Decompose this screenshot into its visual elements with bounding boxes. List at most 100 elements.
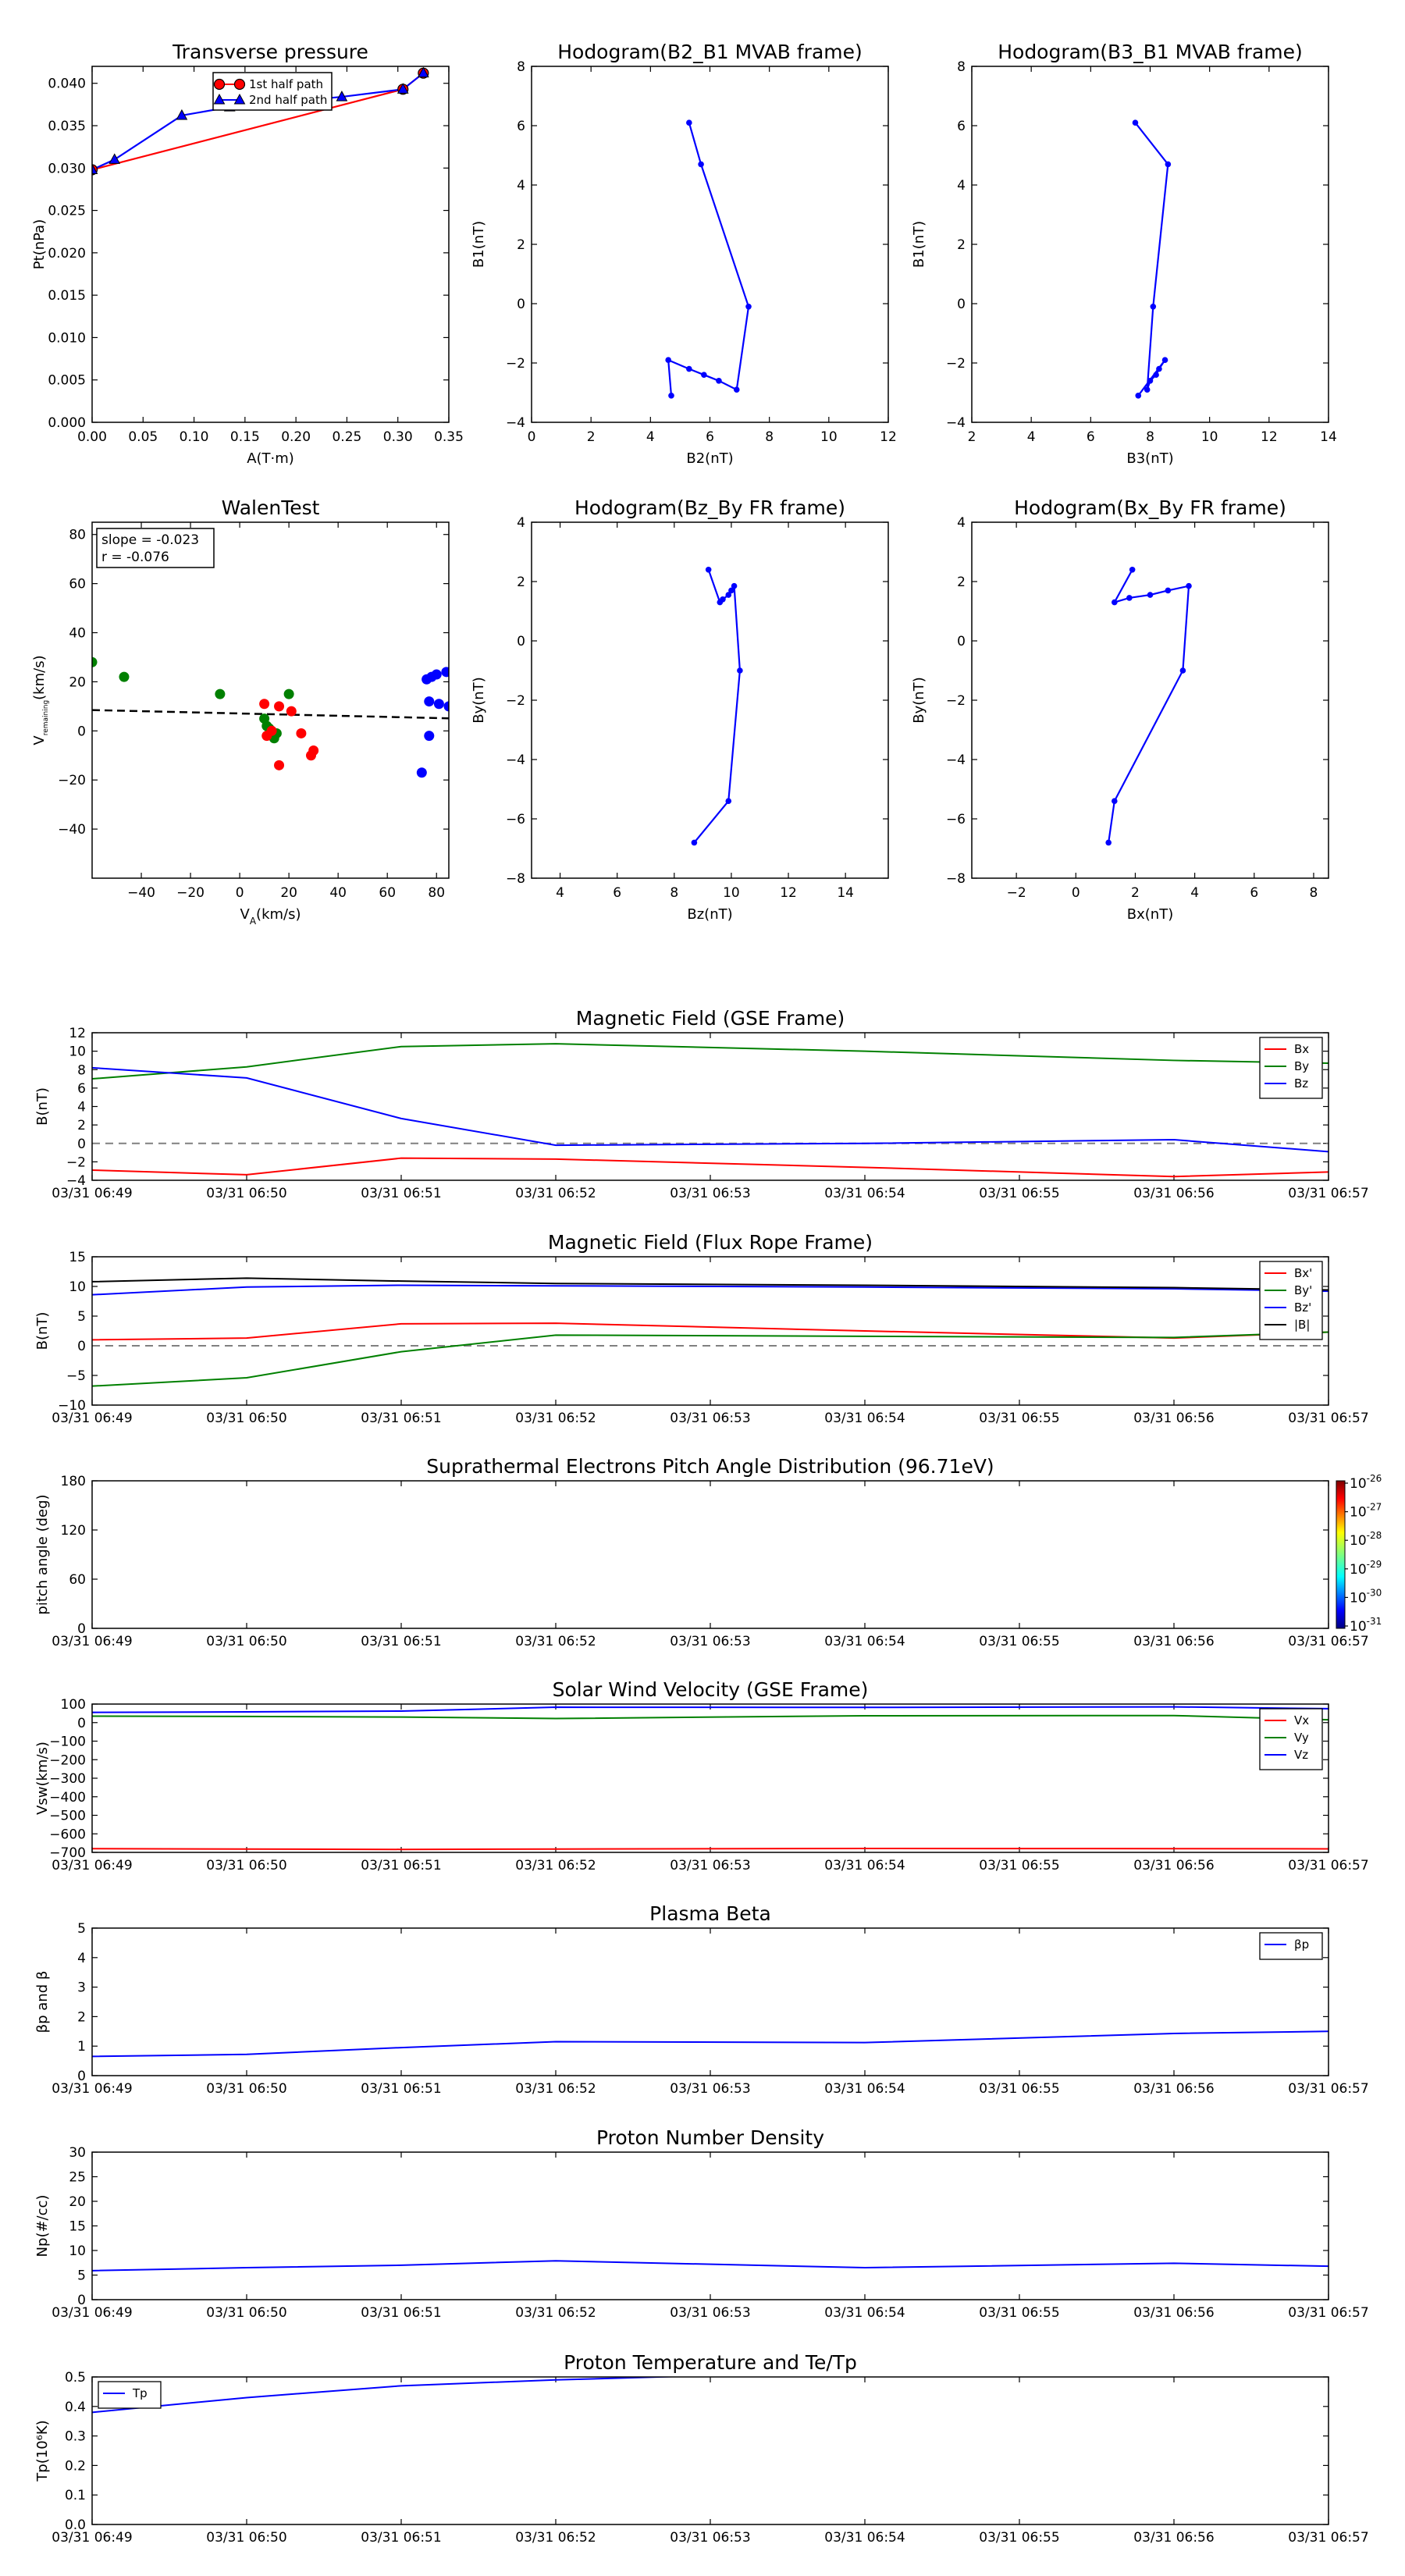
x-tick-label: 03/31 06:54 [824,1634,905,1649]
x-tick-label: 03/31 06:49 [52,2305,132,2321]
x-tick-label: 03/31 06:57 [1288,1858,1368,1873]
chart-walen: WalenTest −40 −20 0 20 40 60 80 −40 −20 0 20 40 60 80 V… [31,496,450,927]
x-tick-label: 03/31 06:55 [979,1411,1059,1426]
x-tick-label: 8 [670,885,678,901]
x-tick-label: 03/31 06:49 [52,1186,132,1201]
y-tick-label: 4 [957,515,966,531]
y-axis-label: B1(nT) [911,221,927,268]
x-tick-label: 0 [528,429,536,445]
chart-title: Proton Number Density [596,2126,824,2149]
series-line [1134,122,1169,397]
data-point [1165,587,1172,594]
x-tick-label: 0.20 [281,429,311,445]
y-tick-label: −2 [66,1155,86,1170]
x-tick-label: 03/31 06:50 [206,1411,286,1426]
x-tick-label: 03/31 06:55 [979,1858,1059,1873]
x-tick-label: 03/31 06:54 [824,1411,905,1426]
y-tick-label: 0 [957,634,966,649]
x-tick-label: 80 [428,885,445,901]
legend: Vx Vy Vz [1259,1708,1323,1770]
axes-frame [531,66,889,423]
data-point [728,587,735,594]
data-point [1186,582,1192,589]
data-point [691,839,698,846]
x-tick-label: 0.10 [180,429,209,445]
legend-label: Vz [1294,1748,1308,1762]
y-tick-label: 0.005 [48,373,86,389]
y-axis-label: pitch angle (deg) [34,1494,51,1614]
legend: βp [1259,1932,1323,1960]
y-tick-label: −40 [58,822,86,838]
y-tick-label: 15 [69,2219,86,2235]
x-tick-label: 03/31 06:57 [1288,2530,1368,2546]
annotation-r: r = -0.076 [101,550,169,565]
plot-area [92,1277,1329,1387]
y-tick-label: −4 [506,753,525,768]
x-tick-label: 03/31 06:56 [1133,2081,1214,2097]
data-point [701,372,707,379]
series-line [693,569,741,844]
data-point [737,667,743,674]
data-point [745,304,752,310]
x-tick-label: 20 [280,885,297,901]
x-tick-label: 03/31 06:52 [515,2081,596,2097]
legend: Tp [98,2381,162,2409]
colorbar-tick-label: 10-28 [1350,1530,1382,1549]
legend-label: By' [1294,1283,1312,1297]
data-point [176,109,188,120]
scatter-point [424,731,435,742]
legend-frame [1259,1261,1323,1340]
x-tick-label: 03/31 06:57 [1288,1186,1368,1201]
axes-frame [91,1032,1329,1181]
y-axis-label-sub: remaining [42,700,50,735]
scatter-point [92,656,98,667]
y-tick-label: 0.2 [65,2458,86,2474]
data-point [1144,386,1151,393]
y-tick-label: 0.025 [48,204,86,219]
colorbar: 10-26 10-27 10-28 10-29 10-30 10-31 [1336,1473,1382,1635]
x-tick-label: 10 [1201,429,1218,445]
y-tick-label: 0.0 [65,2517,86,2533]
y-tick-label: 2 [957,237,966,253]
data-point [731,582,738,589]
y-tick-label: −4 [66,1173,86,1189]
y-tick-label: −4 [946,415,966,431]
x-tick-label: 8 [1310,885,1318,901]
chart-title: Hodogram(B3_B1 MVAB frame) [998,41,1303,63]
chart-hodo_b3b1: Hodogram(B3_B1 MVAB frame) 2 4 6 8 10 12 14 −4 −2… [911,41,1337,467]
y-tick-label: −4 [946,753,966,768]
annotation-slope: slope = -0.023 [101,532,199,548]
scatter-point [441,667,449,678]
scatter-point [215,688,226,699]
colorbar-tick-label: 10-26 [1350,1473,1382,1492]
y-tick-label: −500 [49,1809,86,1824]
data-point [1112,599,1118,606]
x-tick-label: 03/31 06:51 [361,1858,441,1873]
chart-bgse: Magnetic Field (GSE Frame) 03/31 06:49 03/… [34,1007,1369,1201]
y-tick-label: 100 [61,1697,86,1713]
series-line [92,1277,1329,1291]
data-point [1150,304,1157,310]
y-tick-label: 20 [69,674,86,690]
plot-area [665,119,752,399]
y-tick-label: −2 [946,693,966,709]
data-point [1156,365,1162,372]
x-tick-label: 03/31 06:53 [670,1186,750,1201]
x-tick-label: 03/31 06:49 [52,2530,132,2546]
chart-hodo_bxby: Hodogram(Bx_By FR frame) −2 0 2 4 6 8 −8 −6 −4 −2 0… [911,496,1329,923]
y-tick-label: 10 [69,1279,86,1295]
x-tick-label: 03/31 06:49 [52,1634,132,1649]
y-axis-label: βp and β [34,1971,51,2033]
y-tick-label: 3 [77,1980,86,1996]
y-axis-label: Np(#/cc) [34,2195,51,2258]
colorbar-tick-label: 10-27 [1350,1502,1382,1521]
y-tick-label: 6 [77,1081,86,1097]
y-tick-label: 0.015 [48,288,86,304]
x-tick-label: 0.15 [230,429,260,445]
legend-label: By [1294,1059,1309,1073]
x-tick-label: 12 [780,885,797,901]
y-tick-label: 120 [61,1523,86,1539]
y-tick-label: 6 [517,119,525,134]
data-point [213,93,226,105]
x-tick-label: 03/31 06:51 [361,2530,441,2546]
